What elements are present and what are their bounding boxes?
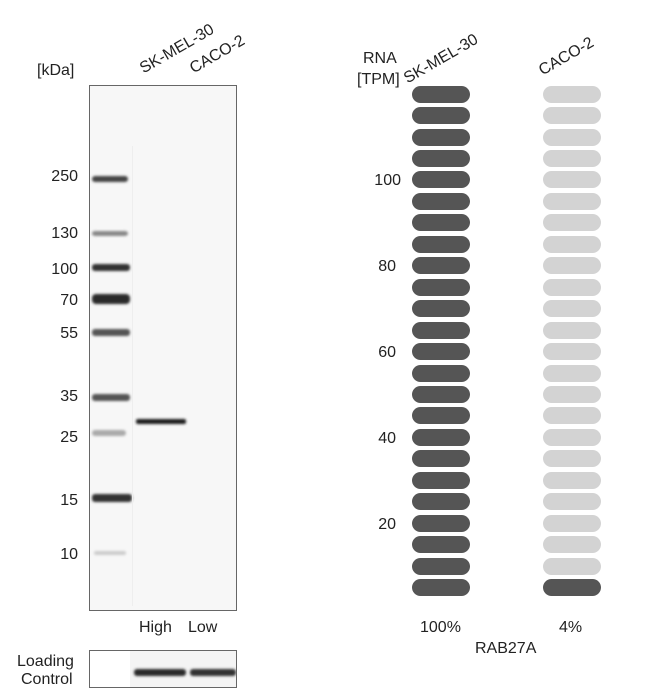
rna-tick-label-80: 80 <box>378 258 396 275</box>
rna-bar-segment <box>543 278 601 296</box>
rna-bar-segment <box>412 85 470 103</box>
rna-bar-segment <box>412 192 470 210</box>
marker-label-130: 130 <box>51 225 78 242</box>
rna-bar-segment <box>543 536 601 554</box>
ladder-band-35 <box>92 394 130 401</box>
rna-bar-segment <box>543 343 601 361</box>
rna-bar-segment <box>543 471 601 489</box>
rna-bar-segment <box>412 300 470 318</box>
rna-bar-segment <box>543 386 601 403</box>
rna-bar-segment <box>543 235 601 253</box>
ladder-band-70 <box>92 294 130 304</box>
marker-label-15: 15 <box>60 492 78 509</box>
sample-band-sk-mel-30 <box>136 419 186 424</box>
expression-label-high: High <box>139 619 172 636</box>
ladder-band-15 <box>92 494 132 502</box>
rna-bar-segment <box>412 557 470 575</box>
marker-label-10: 10 <box>60 546 78 563</box>
rna-bar-segment <box>412 493 470 511</box>
rna-bar-segment <box>412 278 470 296</box>
rna-bar-segment <box>543 128 601 146</box>
rna-bar-segment <box>412 343 470 361</box>
rna-bar-segment <box>543 450 601 468</box>
blot-bands <box>92 146 186 606</box>
rna-bar-segment <box>543 85 601 103</box>
rna-bar-segment <box>543 107 601 125</box>
rna-bar-segment <box>412 171 470 189</box>
rna-bar-segment <box>412 450 470 468</box>
rna-bar-segment <box>412 386 470 403</box>
blot-membrane <box>89 85 237 611</box>
loading-band-caco-2 <box>190 669 236 676</box>
rna-bar-segment <box>412 128 470 146</box>
ladder-band-25 <box>92 430 126 436</box>
expression-label-low: Low <box>188 619 218 636</box>
rna-bar-segment <box>412 214 470 232</box>
rna-bar-segment <box>543 321 601 339</box>
rna-bar-segment <box>412 579 470 596</box>
rna-bar-segment <box>412 514 470 532</box>
loading-control-blot <box>89 650 237 688</box>
loading-control-label-line2: Control <box>21 671 73 688</box>
rna-bar-segment <box>543 214 601 232</box>
rna-bar-segment <box>543 579 601 596</box>
rna-bar-segment <box>412 150 470 167</box>
rna-bar-segment <box>543 514 601 532</box>
rna-bar-segment <box>412 471 470 489</box>
rna-bar-segment <box>412 257 470 275</box>
rna-bar-segment <box>543 428 601 446</box>
loading-band-sk-mel-30 <box>134 669 186 676</box>
rna-tick-label-20: 20 <box>378 516 396 533</box>
marker-label-35: 35 <box>60 388 78 405</box>
rna-bar-segment <box>543 364 601 382</box>
rna-bar-segment <box>543 493 601 511</box>
rna-bar-segment <box>543 192 601 210</box>
rna-bar-segment <box>543 407 601 425</box>
rna-bar-segment <box>543 300 601 318</box>
rna-bar-segment <box>412 235 470 253</box>
rna-bar-segment <box>543 257 601 275</box>
rna-bar-segment <box>412 321 470 339</box>
rna-tick-label-40: 40 <box>378 430 396 447</box>
rna-bar-segment <box>543 150 601 167</box>
rna-bar-segment <box>543 557 601 575</box>
rna-axis-title-line1: RNA <box>363 50 397 67</box>
marker-label-55: 55 <box>60 325 78 342</box>
rna-tick-label-60: 60 <box>378 344 396 361</box>
rna-column-label-sk-mel-30: SK-MEL-30 <box>401 31 482 88</box>
kda-unit-label: [kDa] <box>37 62 75 79</box>
marker-label-100: 100 <box>51 261 78 278</box>
rna-bar-segment <box>412 536 470 554</box>
rna-bar-segment <box>412 364 470 382</box>
ladder-band-250 <box>92 176 128 182</box>
marker-label-70: 70 <box>60 292 78 309</box>
ladder-band-55 <box>92 329 130 336</box>
rna-percent-label-caco-2: 4% <box>559 619 583 636</box>
rna-percent-label-sk-mel-30: 100% <box>420 619 461 636</box>
rna-axis-title-line2: [TPM] <box>357 71 400 88</box>
rna-column-label-caco-2: CACO-2 <box>536 34 597 80</box>
rna-bar-segment <box>412 428 470 446</box>
marker-label-250: 250 <box>51 168 78 185</box>
ladder-band-10 <box>94 551 126 555</box>
ladder-band-100 <box>92 264 130 271</box>
rna-bar-segment <box>412 107 470 125</box>
rna-gene-label: RAB27A <box>475 640 537 657</box>
loading-control-bands <box>90 651 236 687</box>
ladder-band-130 <box>92 231 128 236</box>
marker-label-25: 25 <box>60 429 78 446</box>
loading-control-label-line1: Loading <box>17 653 74 670</box>
rna-bar-segment <box>543 171 601 189</box>
rna-bar-segment <box>412 407 470 425</box>
rna-tick-label-100: 100 <box>374 172 401 189</box>
